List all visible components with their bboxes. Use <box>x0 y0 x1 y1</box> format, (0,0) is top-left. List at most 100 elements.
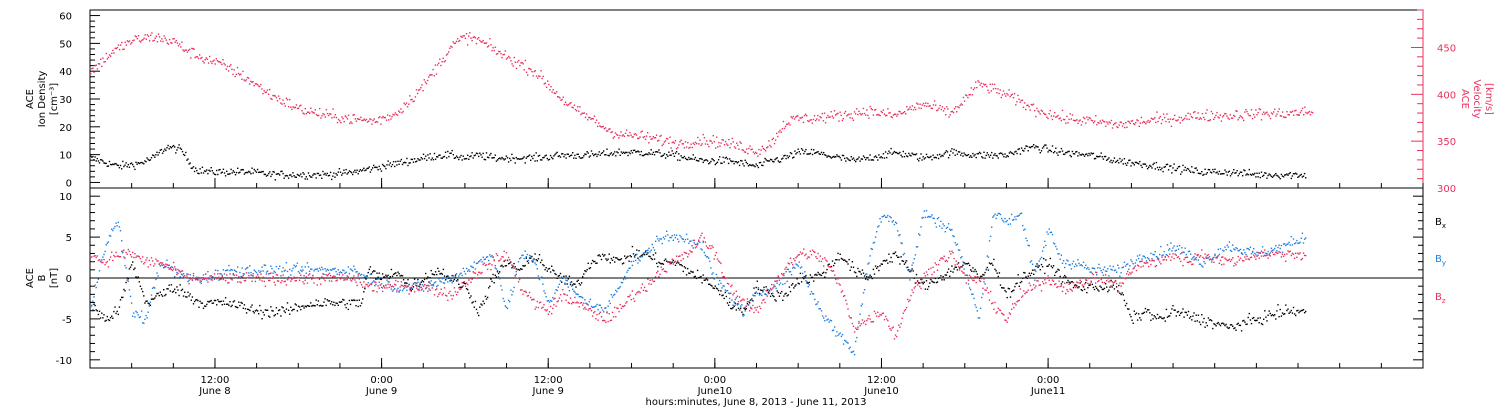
Bx-point <box>787 294 789 296</box>
By-point <box>972 293 974 295</box>
density-point <box>198 172 200 175</box>
velocity-point <box>1110 119 1113 122</box>
Bx-point <box>790 284 793 286</box>
Bx-point <box>149 304 152 306</box>
Bx-point <box>862 272 865 274</box>
Bx-point <box>451 274 453 277</box>
Bx-point <box>774 299 776 301</box>
Bx-point <box>347 308 349 311</box>
velocity-point <box>1072 119 1075 121</box>
velocity-point <box>230 64 232 66</box>
Bz-point <box>323 278 325 280</box>
Bx-point <box>1267 314 1269 316</box>
Bx-point <box>1035 265 1037 267</box>
density-point <box>928 156 930 159</box>
Bx-point <box>104 320 106 322</box>
Bz-point <box>264 285 267 287</box>
velocity-point <box>872 114 875 116</box>
Bz-point <box>532 298 534 301</box>
velocity-point <box>351 122 353 124</box>
By-point <box>154 287 156 289</box>
Bx-point <box>629 255 631 257</box>
density-point <box>671 150 673 152</box>
density-point <box>773 161 775 163</box>
density-point <box>232 170 234 172</box>
density-point <box>1093 158 1096 160</box>
density-point <box>817 151 819 153</box>
density-point <box>1115 160 1118 163</box>
Bz-point <box>390 286 393 288</box>
velocity-point <box>787 123 789 125</box>
Bz-point <box>551 312 553 315</box>
velocity-point <box>187 49 190 52</box>
density-point <box>970 155 972 157</box>
Bx-point <box>844 259 846 261</box>
density-point <box>1114 161 1117 163</box>
Bz-point <box>232 272 234 275</box>
By-point <box>566 280 568 282</box>
By-point <box>786 280 788 283</box>
density-point <box>962 155 964 157</box>
By-point <box>308 270 311 272</box>
By-point <box>683 241 686 243</box>
density-point <box>743 165 745 167</box>
density-point <box>696 160 699 162</box>
velocity-point <box>267 93 270 95</box>
density-point <box>295 176 297 178</box>
Bx-point <box>460 286 462 288</box>
Bx-point <box>181 288 184 291</box>
By-point <box>493 259 495 261</box>
velocity-point <box>1086 116 1088 118</box>
density-point <box>939 153 941 156</box>
Bx-point <box>705 278 708 280</box>
velocity-point <box>598 122 600 124</box>
Bz-point <box>292 277 294 279</box>
density-point <box>525 157 527 159</box>
Bx-point <box>587 262 589 264</box>
By-point <box>790 274 793 276</box>
Bx-point <box>384 276 386 278</box>
Bx-point <box>1274 314 1276 316</box>
By-point <box>441 278 443 280</box>
Bx-point <box>999 284 1002 286</box>
Bx-point <box>1016 282 1018 284</box>
density-point <box>1266 177 1268 179</box>
velocity-point <box>993 83 996 86</box>
velocity-point <box>151 32 153 34</box>
Bx-point <box>765 286 767 288</box>
Bx-point <box>146 300 148 302</box>
density-point <box>1225 171 1227 173</box>
density-point <box>847 158 849 160</box>
velocity-point <box>668 142 670 144</box>
velocity-point <box>135 36 137 38</box>
density-point <box>539 159 542 161</box>
velocity-point <box>610 131 612 134</box>
density-point <box>197 172 199 174</box>
Bx-point <box>379 278 381 280</box>
By-point <box>401 289 404 292</box>
By-point <box>1197 259 1200 261</box>
Bx-point <box>633 255 636 257</box>
By-point <box>268 273 270 275</box>
velocity-point <box>398 110 400 112</box>
Bx-point <box>820 274 823 277</box>
velocity-point <box>1224 112 1226 115</box>
Bx-point <box>252 310 254 313</box>
density-point <box>567 153 569 155</box>
By-point <box>515 273 517 276</box>
velocity-point <box>264 91 266 94</box>
density-point <box>835 156 837 158</box>
Bz-point <box>245 272 248 274</box>
By-point <box>1138 257 1140 260</box>
By-point <box>962 261 964 263</box>
velocity-point <box>334 114 336 116</box>
Bx-point <box>1057 268 1059 271</box>
By-point <box>439 280 441 282</box>
Bx-point <box>915 273 918 276</box>
By-point <box>661 242 663 245</box>
By-point <box>347 266 349 268</box>
Bx-point <box>603 255 605 257</box>
velocity-point <box>1095 115 1097 117</box>
Bx-point <box>1134 313 1137 316</box>
By-point <box>342 269 344 271</box>
